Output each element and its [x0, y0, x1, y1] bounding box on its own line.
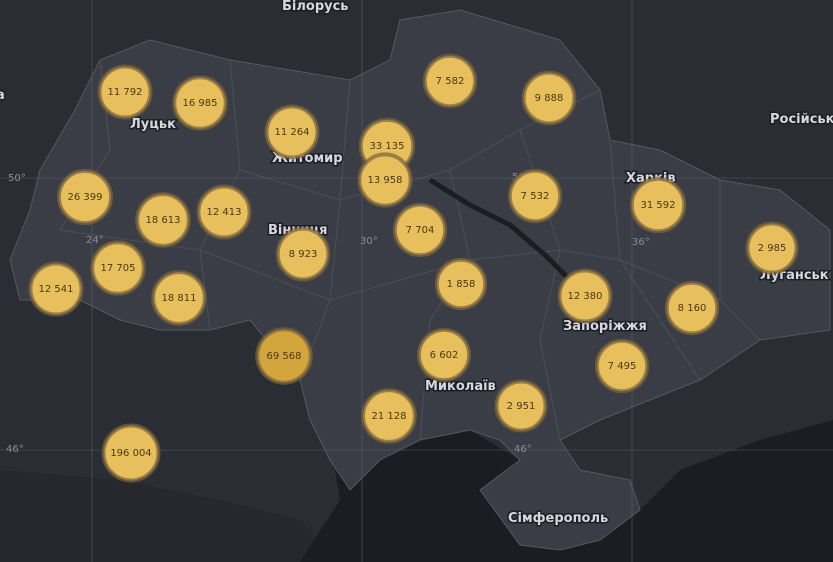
marker-bubble: [422, 53, 478, 109]
graticule-label: 36°: [632, 237, 650, 248]
marker-bubble: [629, 176, 687, 234]
graticule-label: 46°: [514, 444, 532, 455]
marker-bubble: [664, 280, 720, 336]
marker-label: 7 495: [608, 361, 637, 372]
marker-label: 16 985: [183, 98, 218, 109]
marker-bubble: [275, 226, 331, 282]
country-shape: [9, 9, 831, 551]
marker-bubble: [90, 240, 146, 296]
place-label: Луцьк: [130, 117, 176, 132]
marker-label: 33 135: [370, 141, 405, 152]
graticule-label: 46°: [6, 444, 24, 455]
marker-label: 2 951: [507, 401, 536, 412]
marker-label: 1 858: [447, 279, 476, 290]
marker-label: 7 582: [436, 76, 465, 87]
marker-bubble: [434, 257, 488, 311]
marker-label: 26 399: [68, 192, 103, 203]
place-label: Миколаїв: [425, 379, 496, 394]
place-label: Білорусь: [282, 0, 349, 14]
marker-bubble: [361, 388, 417, 444]
marker-label: 31 592: [641, 200, 676, 211]
graticule-label: 24°: [86, 235, 104, 246]
marker-bubble: [255, 327, 313, 385]
marker-label: 13 958: [368, 175, 403, 186]
marker-bubble: [745, 221, 799, 275]
marker-label: 2 985: [758, 243, 787, 254]
marker-bubble: [392, 202, 448, 258]
marker-label: 17 705: [101, 263, 136, 274]
marker-bubble: [416, 327, 472, 383]
marker-label: 9 888: [535, 93, 564, 104]
place-label: а: [0, 88, 5, 103]
marker-label: 196 004: [110, 448, 151, 459]
marker-label: 11 264: [275, 127, 310, 138]
marker-bubble: [151, 270, 207, 326]
marker-bubble: [172, 75, 228, 131]
marker-bubble: [357, 152, 413, 208]
marker-bubble: [494, 379, 548, 433]
marker-label: 18 811: [162, 293, 197, 304]
marker-label: 12 413: [207, 207, 242, 218]
marker-bubble: [264, 104, 320, 160]
marker-bubble: [507, 168, 563, 224]
marker-label: 18 613: [146, 215, 181, 226]
marker-bubble: [521, 70, 577, 126]
marker-bubble: [101, 423, 161, 483]
marker-bubble: [28, 261, 84, 317]
marker-label: 6 602: [430, 350, 459, 361]
marker-label: 7 532: [521, 191, 550, 202]
marker-bubble: [594, 338, 650, 394]
marker-bubble: [135, 192, 191, 248]
marker-label: 69 568: [267, 351, 302, 362]
land-west: [0, 470, 340, 562]
sea: [300, 420, 833, 562]
marker-label: 8 923: [289, 249, 318, 260]
graticule-label: 50°: [8, 173, 26, 184]
marker-label: 21 128: [372, 411, 407, 422]
marker-label: 7 704: [406, 225, 435, 236]
marker-bubble: [557, 268, 613, 324]
marker-bubble: [56, 168, 114, 226]
marker-bubble: [97, 64, 153, 120]
graticule-label: 30°: [360, 236, 378, 247]
place-label: Російськ: [770, 112, 833, 127]
marker-bubble: [196, 184, 252, 240]
marker-label: 12 541: [39, 284, 74, 295]
marker-label: 11 792: [108, 87, 143, 98]
marker-label: 12 380: [568, 291, 603, 302]
place-label: Сімферополь: [508, 511, 608, 526]
marker-label: 8 160: [678, 303, 707, 314]
